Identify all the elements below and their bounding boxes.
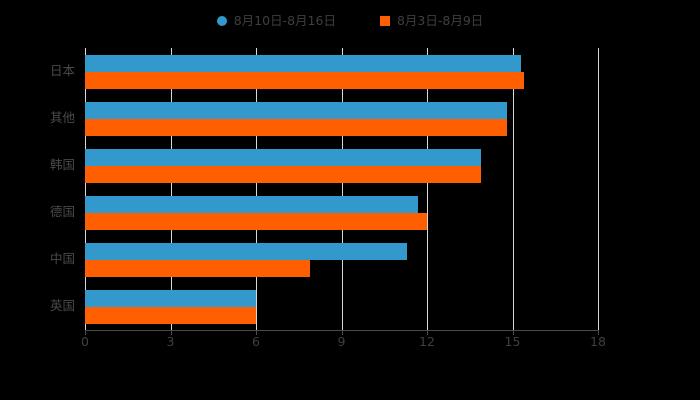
x-axis-tickmark-0 xyxy=(85,330,86,335)
gridline-3 xyxy=(170,48,172,330)
bar-英国-series-2[interactable] xyxy=(85,306,256,324)
y-axis-label-德国: 德国 xyxy=(49,203,75,219)
x-axis-tick-label-9: 9 xyxy=(337,334,346,349)
y-axis-label-韩国: 韩国 xyxy=(49,156,75,172)
y-axis-label-日本: 日本 xyxy=(49,62,75,78)
x-axis-tickmark-12 xyxy=(427,330,428,335)
x-axis-tick-label-6: 6 xyxy=(252,334,260,349)
legend-square-marker-icon xyxy=(379,16,390,26)
legend-item-series-1[interactable]: 8月10日-8月16日 xyxy=(216,12,336,28)
bar-韩国-series-2[interactable] xyxy=(85,165,482,183)
y-axis-label-中国: 中国 xyxy=(49,250,75,266)
x-axis-tickmark-3 xyxy=(170,330,172,335)
bar-韩国-series-1[interactable] xyxy=(85,148,482,166)
legend-circle-marker-icon xyxy=(216,16,227,26)
x-axis-tick-label-3: 3 xyxy=(166,334,175,349)
x-axis-tick-label-15: 15 xyxy=(504,334,521,349)
bar-日本-series-2[interactable] xyxy=(85,71,524,89)
x-axis-tickmark-18 xyxy=(598,330,599,335)
bar-中国-series-1[interactable] xyxy=(85,242,408,260)
x-axis-tickmark-6 xyxy=(256,330,257,335)
x-axis-tick-label-12: 12 xyxy=(419,334,435,349)
gridline-6 xyxy=(256,48,257,330)
gridline-15 xyxy=(512,48,514,330)
gridline-12 xyxy=(427,48,428,330)
x-axis-tick-label-0: 0 xyxy=(81,334,89,349)
bar-日本-series-1[interactable] xyxy=(85,54,522,72)
y-axis-label-英国: 英国 xyxy=(49,297,75,313)
y-axis-line xyxy=(85,48,86,330)
legend-label-series-1: 8月10日-8月16日 xyxy=(233,12,336,28)
y-axis-label-其他: 其他 xyxy=(49,109,75,125)
x-axis-tickmark-15 xyxy=(512,330,514,335)
plot-area xyxy=(85,48,599,330)
gridline-9 xyxy=(341,48,343,330)
gridline-18 xyxy=(598,48,599,330)
x-axis-tickmark-9 xyxy=(341,330,343,335)
legend-label-series-2: 8月3日-8月9日 xyxy=(396,12,484,28)
bar-其他-series-2[interactable] xyxy=(85,118,507,136)
bar-英国-series-1[interactable] xyxy=(85,289,256,307)
legend-item-series-2[interactable]: 8月3日-8月9日 xyxy=(379,12,484,28)
chart-legend: 8月10日-8月16日 8月3日-8月9日 xyxy=(0,8,700,34)
bar-中国-series-2[interactable] xyxy=(85,259,311,277)
x-axis-tick-label-18: 18 xyxy=(590,334,606,349)
bar-德国-series-2[interactable] xyxy=(85,212,427,230)
bar-其他-series-1[interactable] xyxy=(85,101,507,119)
bar-德国-series-1[interactable] xyxy=(85,195,419,213)
